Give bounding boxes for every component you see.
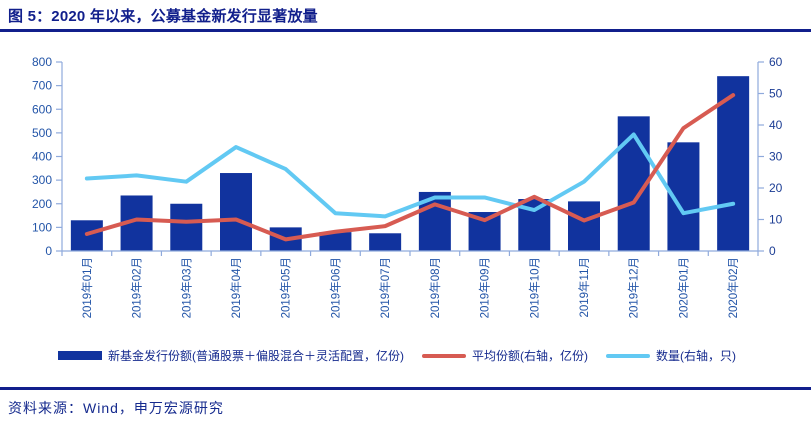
- svg-text:2019年08月: 2019年08月: [428, 257, 442, 318]
- right-axis-labels: 0 10 20 30 40 50 60: [769, 55, 783, 258]
- footer-rule: [0, 387, 811, 390]
- svg-text:2019年12月: 2019年12月: [627, 257, 641, 318]
- svg-text:20: 20: [769, 181, 783, 195]
- bar: [369, 233, 402, 251]
- bar: [220, 173, 252, 251]
- svg-text:2019年02月: 2019年02月: [130, 257, 144, 318]
- svg-text:2019年03月: 2019年03月: [179, 257, 193, 318]
- svg-text:2019年05月: 2019年05月: [279, 257, 293, 318]
- svg-text:2019年10月: 2019年10月: [527, 257, 541, 318]
- svg-text:600: 600: [32, 102, 52, 116]
- svg-text:40: 40: [769, 118, 783, 132]
- bar: [170, 203, 203, 251]
- count-line: [84, 132, 736, 219]
- svg-text:2019年07月: 2019年07月: [378, 257, 392, 318]
- svg-text:2020年01月: 2020年01月: [676, 257, 690, 318]
- legend-label: 数量(右轴，只): [656, 349, 736, 363]
- svg-text:0: 0: [769, 244, 776, 258]
- svg-text:2019年04月: 2019年04月: [229, 257, 243, 318]
- svg-text:2019年01月: 2019年01月: [80, 257, 94, 318]
- source-text: 资料来源：Wind，申万宏源研究: [8, 400, 224, 416]
- svg-text:700: 700: [32, 79, 52, 93]
- chart-canvas: 0 100 200 300 400 500 600 700 800 0 10 20 30 40 50 60 20…: [32, 55, 783, 318]
- bar: [568, 201, 600, 251]
- axes: [56, 61, 764, 256]
- legend-label: 平均份额(右轴，亿份): [472, 349, 588, 363]
- svg-text:2019年11月: 2019年11月: [577, 257, 591, 318]
- svg-text:2019年09月: 2019年09月: [478, 257, 492, 318]
- svg-text:400: 400: [32, 150, 52, 164]
- svg-text:2020年02月: 2020年02月: [726, 257, 740, 318]
- average-line: [84, 93, 736, 242]
- title-rule: [0, 29, 811, 32]
- svg-text:30: 30: [769, 150, 783, 164]
- bar: [319, 232, 352, 251]
- cyan-line-swatch-icon: [606, 353, 650, 358]
- svg-text:60: 60: [769, 55, 783, 69]
- figure-title: 图 5：2020 年以来，公募基金新发行显著放量: [8, 8, 318, 25]
- legend-item-average: 平均份额(右轴，亿份): [422, 347, 588, 364]
- chart-legend: 新基金发行份额(普通股票＋偏股混合＋灵活配置，亿份) 平均份额(右轴，亿份) 数…: [58, 347, 758, 364]
- svg-text:100: 100: [32, 220, 52, 234]
- bar: [717, 76, 750, 251]
- svg-text:50: 50: [769, 87, 783, 101]
- x-axis-labels: 2019年01月 2019年02月 2019年03月 2019年04月 2019年05月…: [80, 257, 740, 318]
- svg-text:200: 200: [32, 197, 52, 211]
- svg-text:800: 800: [32, 55, 52, 69]
- legend-label: 新基金发行份额(普通股票＋偏股混合＋灵活配置，亿份): [108, 349, 404, 363]
- svg-text:2019年06月: 2019年06月: [328, 257, 342, 318]
- svg-text:300: 300: [32, 173, 52, 187]
- bar-series: [70, 76, 750, 252]
- svg-text:500: 500: [32, 126, 52, 140]
- svg-text:0: 0: [45, 244, 52, 258]
- left-axis-labels: 0 100 200 300 400 500 600 700 800: [32, 55, 52, 258]
- bar-swatch-icon: [58, 351, 102, 360]
- legend-item-count: 数量(右轴，只): [606, 347, 736, 364]
- svg-text:10: 10: [769, 213, 783, 227]
- legend-item-issuance: 新基金发行份额(普通股票＋偏股混合＋灵活配置，亿份): [58, 347, 404, 364]
- red-line-swatch-icon: [422, 353, 466, 358]
